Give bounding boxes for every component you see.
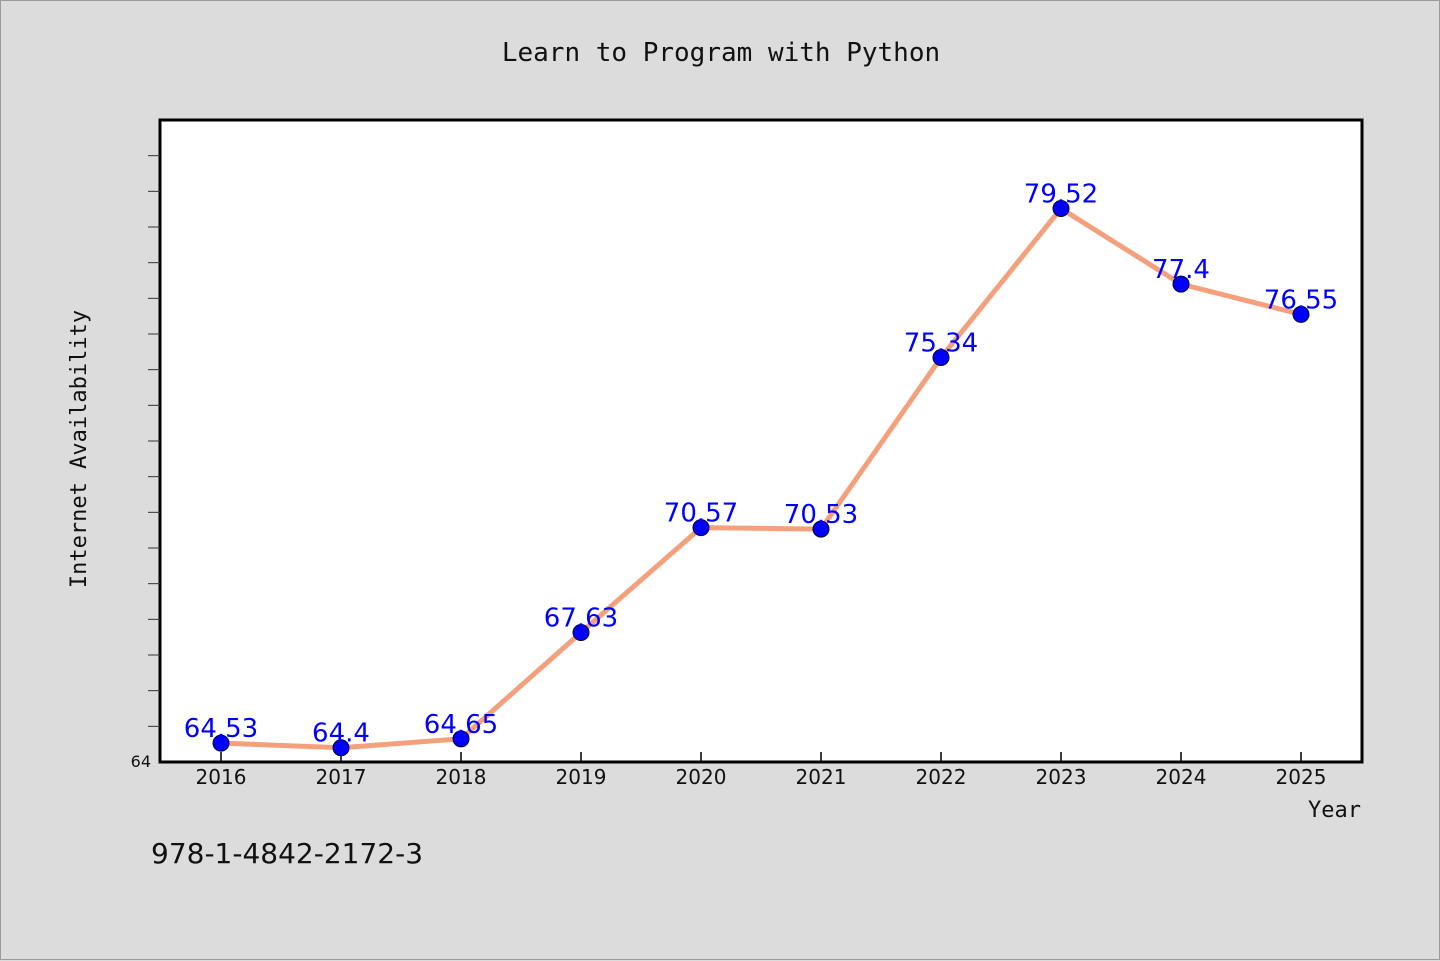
- x-tick-label: 2020: [676, 765, 727, 789]
- data-point: [332, 739, 350, 757]
- data-point: [692, 519, 710, 537]
- x-tick-label: 2025: [1276, 765, 1327, 789]
- x-tick-label: 2016: [196, 765, 247, 789]
- data-point: [1172, 275, 1190, 293]
- data-label: 70.53: [784, 500, 858, 530]
- data-point: [452, 730, 470, 748]
- data-point: [212, 734, 230, 752]
- data-label: 67.63: [544, 604, 618, 634]
- data-label: 70.57: [664, 499, 738, 529]
- series-line: [220, 205, 1302, 751]
- x-axis-ticks: 2016 2017 2018 2019 2020 2021 2022 2023 2024 2025: [196, 752, 1327, 789]
- data-label: 77.4: [1152, 255, 1210, 285]
- data-label: 64.4: [312, 719, 370, 749]
- data-label: 76.55: [1264, 285, 1338, 315]
- y-axis-ticks: [148, 155, 160, 727]
- data-label: 75.34: [904, 329, 978, 359]
- data-point: [1292, 305, 1310, 323]
- data-label: 64.53: [184, 714, 258, 744]
- data-point: [932, 349, 950, 367]
- x-tick-label: 2022: [916, 765, 967, 789]
- x-tick-label: 2017: [316, 765, 367, 789]
- y-tick-label-64: 64: [131, 752, 151, 771]
- x-axis-title: Year: [1308, 798, 1361, 823]
- series-layer: 64.53 64.4 64.65 67.63 70.57 70.53 75.34 79.52 7…: [184, 179, 1338, 757]
- x-tick-label: 2021: [796, 765, 847, 789]
- data-point: [812, 520, 830, 538]
- x-tick-label: 2018: [436, 765, 487, 789]
- x-tick-label: 2024: [1156, 765, 1207, 789]
- data-point: [572, 624, 590, 642]
- chart-title: Learn to Program with Python: [502, 38, 940, 68]
- x-tick-label: 2019: [556, 765, 607, 789]
- data-label: 79.52: [1024, 179, 1098, 209]
- y-axis-title: Internet Availability: [67, 310, 92, 588]
- isbn-footer: 978-1-4842-2172-3: [151, 837, 423, 870]
- x-tick-label: 2023: [1036, 765, 1087, 789]
- plot-area: [158, 118, 1364, 764]
- data-point: [1052, 199, 1070, 217]
- data-label: 64.65: [424, 710, 498, 740]
